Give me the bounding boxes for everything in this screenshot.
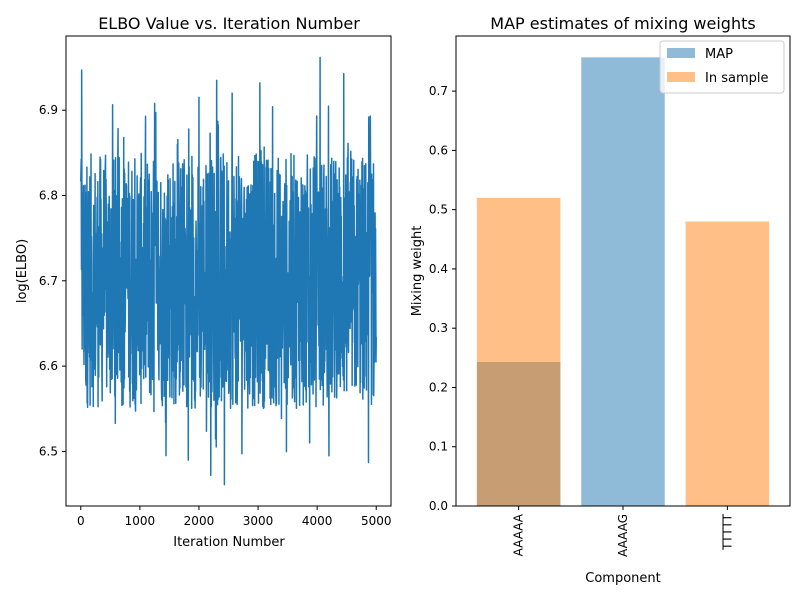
mixing-bars [476, 57, 770, 507]
legend-map-swatch [667, 48, 695, 58]
mixing-x-axis-label: Component [585, 571, 660, 586]
mixing-x-tick-label: AAAAA [512, 513, 526, 556]
elbo-y-tick-label: 6.9 [39, 103, 58, 117]
mixing-y-tick-label: 0.1 [429, 440, 448, 454]
elbo-x-tick-label: 4000 [302, 514, 333, 528]
legend: MAP In sample [659, 40, 785, 94]
elbo-chart-title: ELBO Value vs. Iteration Number [98, 14, 360, 33]
legend-in-sample-label: In sample [705, 71, 768, 86]
elbo-x-axis-label: Iteration Number [173, 535, 285, 550]
elbo-y-ticks: 6.5 6.6 6.7 6.8 6.9 [39, 103, 66, 458]
elbo-y-tick-label: 6.7 [39, 274, 58, 288]
legend-map-label: MAP [705, 47, 733, 62]
elbo-x-ticks: 0 1000 2000 3000 4000 5000 [77, 506, 392, 528]
mixing-y-tick-label: 0.7 [429, 84, 448, 98]
mixing-weights-bar-chart: MAP estimates of mixing weights AAAAA AAA… [410, 14, 791, 586]
elbo-x-tick-label: 0 [77, 514, 85, 528]
mixing-x-ticks: AAAAA AAAAG TTTTT [512, 506, 734, 557]
elbo-y-tick-label: 6.6 [39, 359, 58, 373]
bar-map-aaaag [581, 57, 665, 507]
mixing-y-tick-label: 0.6 [429, 143, 448, 157]
legend-in-sample-swatch [667, 72, 695, 82]
elbo-x-tick-label: 5000 [361, 514, 392, 528]
mixing-y-ticks: 0.0 0.1 0.2 0.3 0.4 0.5 0.6 0.7 [429, 84, 456, 513]
mixing-x-tick-label: TTTTT [720, 513, 734, 550]
elbo-series-line [80, 56, 377, 486]
elbo-axes-frame [65, 35, 392, 507]
mixing-chart-title: MAP estimates of mixing weights [490, 14, 755, 33]
mixing-y-tick-label: 0.4 [429, 262, 448, 276]
bar-in-sample-aaaaa [476, 197, 561, 507]
elbo-y-tick-label: 6.5 [39, 444, 58, 458]
elbo-x-tick-label: 3000 [243, 514, 274, 528]
bar-in-sample-ttttt [685, 221, 770, 506]
elbo-x-tick-label: 2000 [184, 514, 215, 528]
elbo-y-axis-label: log(ELBO) [15, 239, 30, 303]
elbo-x-tick-label: 1000 [125, 514, 156, 528]
mixing-y-tick-label: 0.5 [429, 203, 448, 217]
elbo-plot-area [80, 56, 377, 486]
mixing-y-axis-label: Mixing weight [410, 226, 425, 317]
elbo-y-tick-label: 6.8 [39, 189, 58, 203]
mixing-y-tick-label: 0.3 [429, 321, 448, 335]
mixing-y-tick-label: 0.0 [429, 499, 448, 513]
mixing-y-tick-label: 0.2 [429, 380, 448, 394]
mixing-x-tick-label: AAAAG [616, 514, 630, 557]
elbo-line-chart: ELBO Value vs. Iteration Number 0 1000 200… [15, 14, 392, 550]
